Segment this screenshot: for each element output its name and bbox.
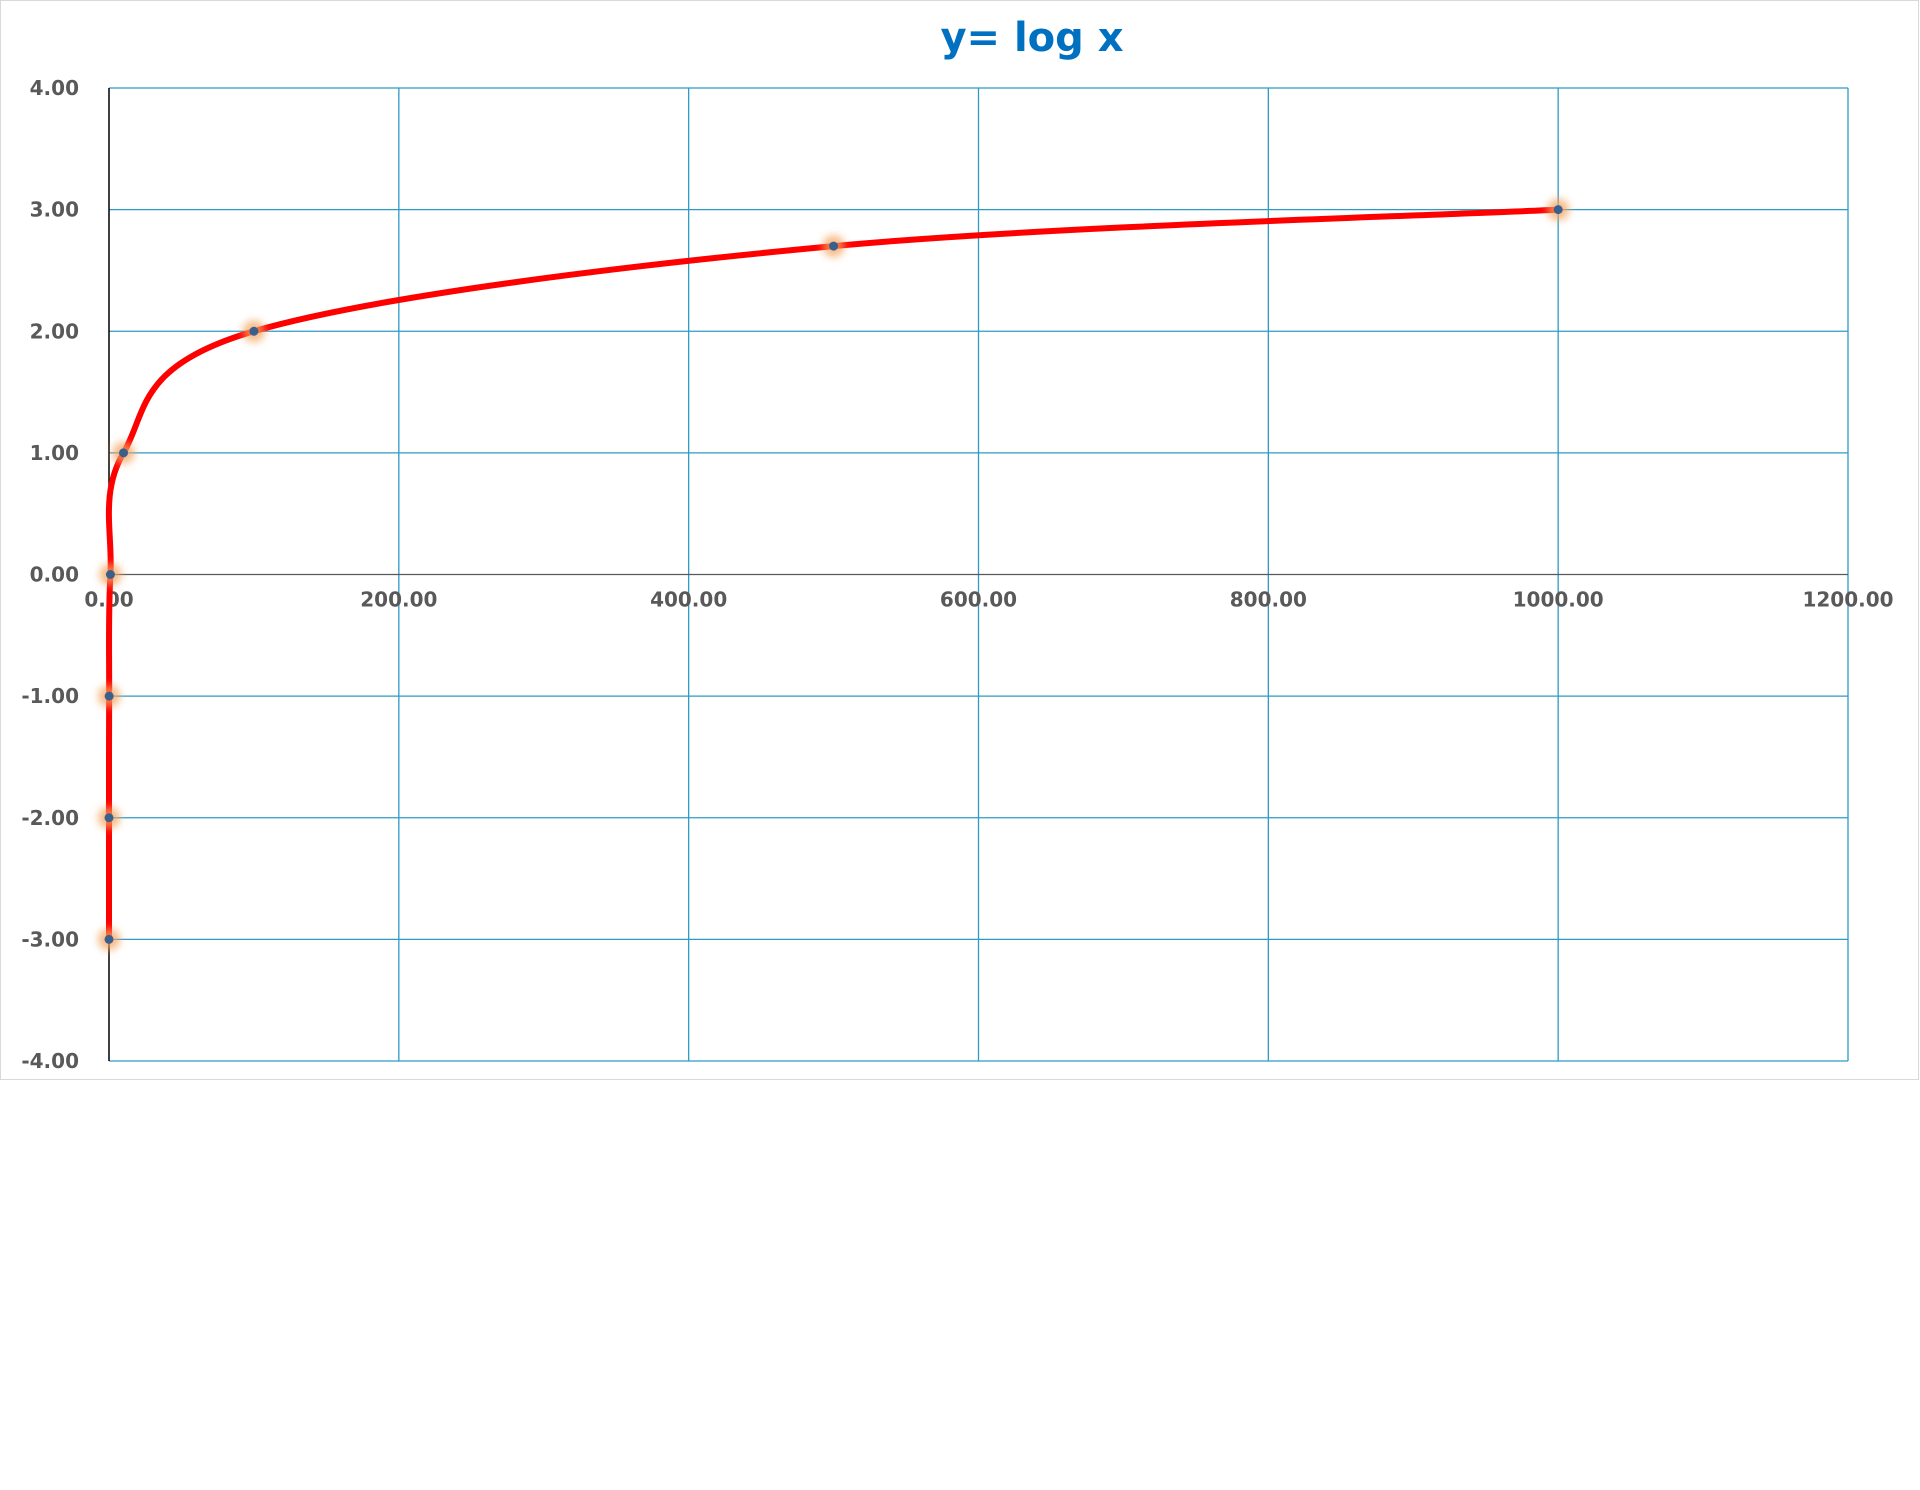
y-tick-label: -4.00 [21, 1049, 79, 1073]
data-point [98, 928, 121, 951]
data-point-marker [104, 691, 114, 701]
y-tick-label: 1.00 [30, 441, 79, 465]
data-point [98, 806, 121, 829]
y-tick-label: 0.00 [30, 563, 79, 587]
x-tick-label: 1000.00 [1513, 588, 1604, 612]
chart-svg: y= log x 4.00 3.00 2.00 1.00 0.00 -1.00 -2.00 -… [21, 15, 1893, 1073]
data-point-marker [118, 448, 128, 458]
y-tick-label: -2.00 [21, 806, 79, 830]
data-point [99, 563, 122, 586]
data-point [112, 441, 135, 464]
y-tick-label: -1.00 [21, 684, 79, 708]
y-tick-label: 4.00 [30, 76, 79, 100]
y-tick-label: 3.00 [30, 198, 79, 222]
data-point-marker [104, 934, 114, 944]
y-tick-label: -3.00 [21, 927, 79, 951]
data-point [242, 320, 265, 343]
data-point-marker [249, 326, 259, 336]
data-point-marker [829, 241, 839, 251]
data-point-marker [1553, 205, 1563, 215]
x-tick-label: 800.00 [1230, 588, 1307, 612]
x-tick-label: 600.00 [940, 588, 1017, 612]
chart-area: y= log x 4.00 3.00 2.00 1.00 0.00 -1.00 -2.00 -… [0, 0, 1919, 1080]
x-tick-label: 200.00 [360, 588, 437, 612]
markers [98, 198, 1570, 951]
x-tick-label: 1200.00 [1802, 588, 1893, 612]
y-tick-label: 2.00 [30, 319, 79, 343]
curve-layer [105, 206, 1562, 943]
data-point [98, 685, 121, 708]
series-curve [105, 206, 1562, 943]
data-point-marker [104, 813, 114, 823]
data-point-marker [105, 570, 115, 579]
data-point [1547, 198, 1570, 221]
x-tick-label: 400.00 [650, 588, 727, 612]
chart-title: y= log x [940, 15, 1123, 61]
data-point [822, 235, 845, 258]
